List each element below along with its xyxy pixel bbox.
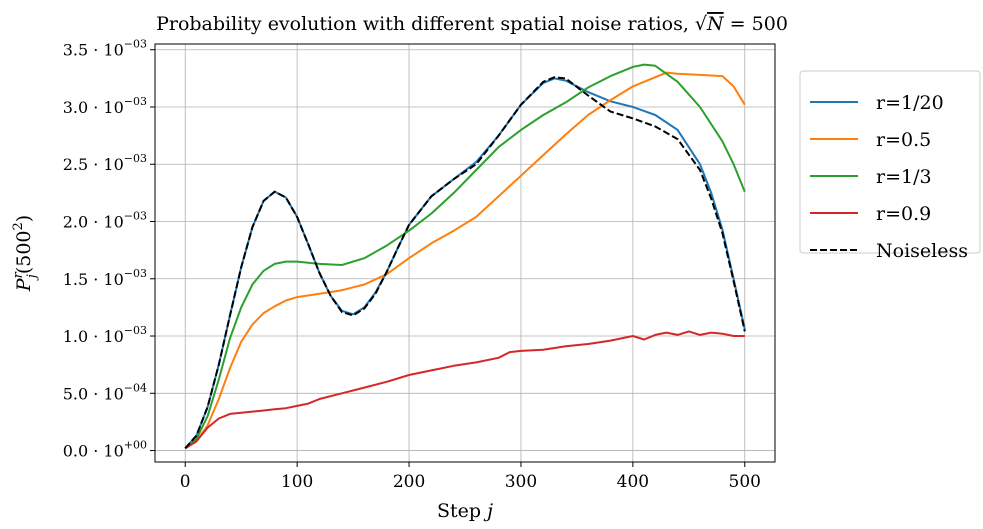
plot-lines (184, 63, 746, 450)
series-line (184, 330, 745, 450)
series-line (184, 63, 746, 450)
legend-label: r=1/3 (876, 166, 932, 188)
legend-label: r=0.9 (876, 203, 931, 225)
y-tick-label: 2.5 · 10−03 (63, 152, 147, 174)
chart-title: Probability evolution with different spa… (156, 13, 788, 35)
y-tick-label: 5.0 · 10−04 (63, 381, 147, 403)
y-tick-label: 1.5 · 10−03 (63, 267, 147, 289)
x-tick-label: 300 (505, 472, 537, 492)
legend-label: r=1/20 (876, 92, 944, 114)
x-ticks: 0 100 200 300 400 500 (180, 462, 761, 492)
y-tick-label: 2.0 · 10−03 (63, 210, 147, 232)
legend: r=1/20 r=0.5 r=1/3 r=0.9 Noiseless (799, 70, 981, 262)
series-line (184, 71, 746, 450)
x-tick-label: 100 (281, 472, 313, 492)
plot-frame (154, 43, 776, 463)
y-ticks: 0.0 · 10+00 5.0 · 10−04 1.0 · 10−03 1.5 · 1… (63, 38, 155, 461)
series-line (184, 76, 746, 449)
y-tick-label: 3.0 · 10−03 (63, 95, 147, 117)
x-tick-label: 0 (180, 472, 191, 492)
y-tick-label: 3.5 · 10−03 (63, 38, 147, 60)
legend-box (799, 70, 981, 254)
x-tick-label: 200 (393, 472, 425, 492)
grid (155, 44, 775, 462)
x-axis-label: Step j (437, 500, 493, 522)
y-axis-label: Prj(5002) (11, 215, 40, 292)
legend-label: Noiseless (876, 240, 968, 262)
x-tick-label: 500 (729, 472, 761, 492)
x-tick-label: 400 (617, 472, 649, 492)
legend-label: r=0.5 (876, 129, 931, 151)
y-tick-label: 1.0 · 10−03 (63, 324, 147, 346)
y-tick-label: 0.0 · 10+00 (63, 439, 147, 461)
